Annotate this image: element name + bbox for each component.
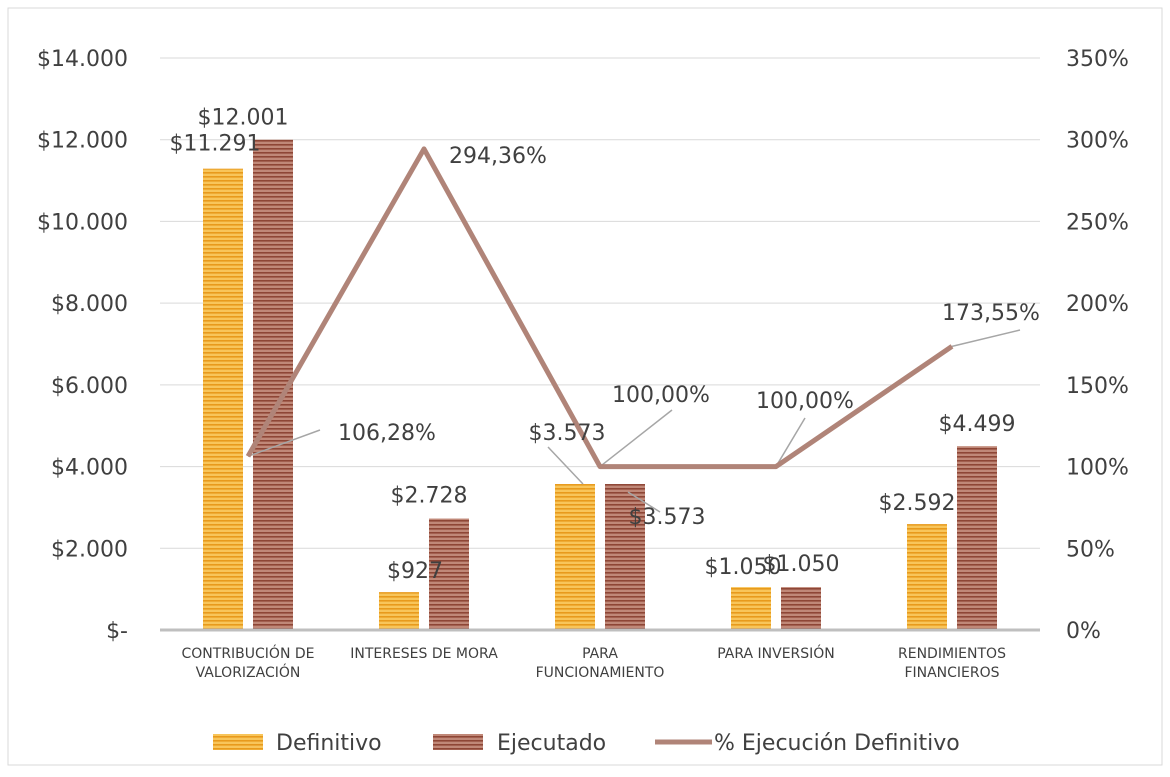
x-category-label-line: VALORIZACIÓN — [196, 663, 301, 681]
legend-label-definitivo: Definitivo — [276, 731, 382, 756]
bar-definitivo — [555, 484, 595, 630]
y-right-tick-label: 50% — [1066, 537, 1115, 562]
x-category-label-line: RENDIMIENTOS — [898, 646, 1006, 662]
y-right-tick-label: 250% — [1066, 210, 1129, 235]
y-left-tick-label: $6.000 — [51, 374, 128, 399]
x-category-label-line: FUNCIONAMIENTO — [536, 665, 665, 681]
x-category-label: INTERESES DE MORA — [350, 646, 498, 662]
y-right-tick-label: 150% — [1066, 374, 1129, 399]
legend-swatch-definitivo — [213, 734, 263, 750]
y-left-tick-label: $10.000 — [37, 210, 128, 235]
legend-label-ejecutado: Ejecutado — [497, 731, 606, 756]
bar-definitivo — [379, 592, 419, 630]
data-label-definitivo: $3.573 — [529, 421, 606, 446]
y-left-tick-label: $14.000 — [37, 47, 128, 72]
bar-definitivo — [731, 587, 771, 630]
legend-swatch-ejecutado — [433, 734, 483, 750]
bar-definitivo — [203, 169, 243, 630]
x-category-label-line: CONTRIBUCIÓN DE — [182, 644, 315, 662]
x-category-label-line: PARA — [582, 646, 618, 662]
data-label-ejecutado: $12.001 — [198, 106, 289, 131]
data-label-ejecucion: 100,00% — [612, 383, 710, 408]
data-label-ejecutado: $4.499 — [939, 412, 1016, 437]
y-right-tick-label: 200% — [1066, 292, 1129, 317]
x-category-label-line: FINANCIEROS — [904, 665, 999, 681]
legend-label-ejecucion: % Ejecución Definitivo — [714, 731, 960, 756]
x-category-label: PARA INVERSIÓN — [717, 644, 835, 662]
data-label-ejecucion: 100,00% — [756, 389, 854, 414]
y-left-tick-label: $4.000 — [51, 456, 128, 481]
y-left-tick-label: $12.000 — [37, 129, 128, 154]
y-left-tick-label: $- — [106, 619, 128, 644]
data-label-definitivo: $11.291 — [170, 132, 261, 157]
data-label-ejecucion: 173,55% — [942, 301, 1040, 326]
x-category-label-line: PARA INVERSIÓN — [717, 644, 835, 662]
y-right-tick-label: 0% — [1066, 619, 1101, 644]
data-label-ejecutado: $1.050 — [763, 552, 840, 577]
bar-ejecutado — [957, 446, 997, 630]
y-right-tick-label: 100% — [1066, 456, 1129, 481]
data-label-ejecutado: $3.573 — [629, 505, 706, 530]
y-left-tick-label: $8.000 — [51, 292, 128, 317]
y-left-tick-label: $2.000 — [51, 537, 128, 562]
x-category-label-line: INTERESES DE MORA — [350, 646, 498, 662]
bar-ejecutado — [781, 587, 821, 630]
y-right-tick-label: 350% — [1066, 47, 1129, 72]
y-right-tick-label: 300% — [1066, 129, 1129, 154]
data-label-ejecutado: $2.728 — [391, 484, 468, 509]
bar-definitivo — [907, 524, 947, 630]
data-label-definitivo: $927 — [387, 559, 443, 584]
data-label-ejecucion: 106,28% — [338, 421, 436, 446]
data-label-definitivo: $2.592 — [879, 491, 956, 516]
data-label-ejecucion: 294,36% — [449, 144, 547, 169]
